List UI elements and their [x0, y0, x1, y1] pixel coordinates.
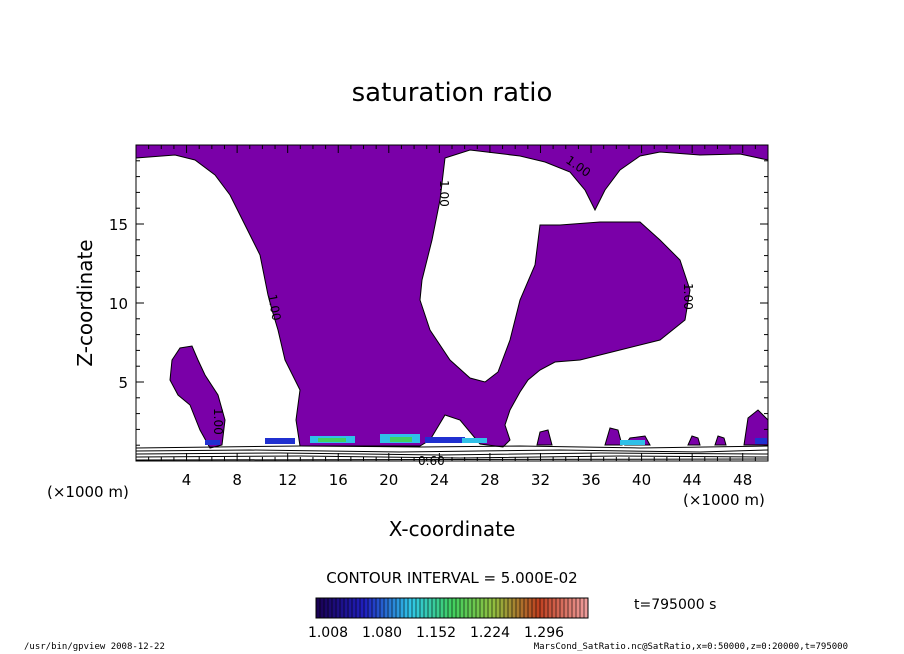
surface-contour-lines — [136, 445, 768, 461]
colorbar-stripes — [319, 598, 585, 618]
x-tick-label: 28 — [480, 471, 499, 489]
colorbar-label: 1.080 — [362, 625, 402, 641]
patch-1 — [536, 429, 553, 446]
contour-label: 1.00 — [211, 408, 225, 435]
x-tick-label: 32 — [531, 471, 550, 489]
supersaturated-region-main — [136, 145, 768, 448]
x-unit-left: (×1000 m) — [47, 483, 129, 501]
patch-6 — [714, 435, 727, 446]
x-tick-label: 16 — [329, 471, 348, 489]
x-tick-label: 36 — [581, 471, 600, 489]
y-axis: 5 10 15 — [109, 144, 768, 462]
colorbar-label: 1.296 — [524, 625, 564, 641]
x-tick-label: 4 — [182, 471, 192, 489]
colorbar-label: 1.224 — [470, 625, 510, 641]
contour-label: 1.00 — [265, 293, 283, 322]
y-tick-label: 15 — [109, 216, 128, 234]
contour-label: 1.00 — [437, 180, 451, 207]
x-axis: 4 8 12 16 20 24 28 32 36 40 44 48 — [135, 145, 769, 489]
y-tick-label: 5 — [118, 374, 128, 392]
x-axis-title: X-coordinate — [389, 517, 516, 541]
contour-label: 1.00 — [681, 283, 695, 310]
patch-2 — [604, 427, 623, 446]
x-tick-label: 20 — [379, 471, 398, 489]
x-tick-label: 24 — [430, 471, 449, 489]
colorbar-label: 1.152 — [416, 625, 456, 641]
footer-left: /usr/bin/gpview 2008-12-22 — [24, 642, 165, 652]
footer-right: MarsCond_SatRatio.nc@SatRatio,x=0:50000,… — [533, 642, 848, 652]
supersaturated-region-left — [169, 345, 226, 449]
contour-fill-group — [136, 145, 768, 461]
x-tick-label: 40 — [632, 471, 651, 489]
x-tick-label: 44 — [683, 471, 702, 489]
y-tick-label: 10 — [109, 295, 128, 313]
time-label: t=795000 s — [634, 597, 716, 613]
contour-interval: CONTOUR INTERVAL = 5.000E-02 — [326, 569, 577, 587]
y-axis-title: Z-coordinate — [73, 239, 97, 366]
x-unit-right: (×1000 m) — [683, 491, 765, 509]
chart-title: saturation ratio — [352, 78, 553, 108]
colorbar-labels: 1.008 1.080 1.152 1.224 1.296 — [308, 625, 564, 641]
x-tick-label: 48 — [733, 471, 752, 489]
colorbar-label: 1.008 — [308, 625, 348, 641]
high-value-spots — [205, 434, 767, 445]
x-tick-label: 12 — [278, 471, 297, 489]
patch-5 — [687, 435, 701, 446]
x-tick-label: 8 — [232, 471, 242, 489]
